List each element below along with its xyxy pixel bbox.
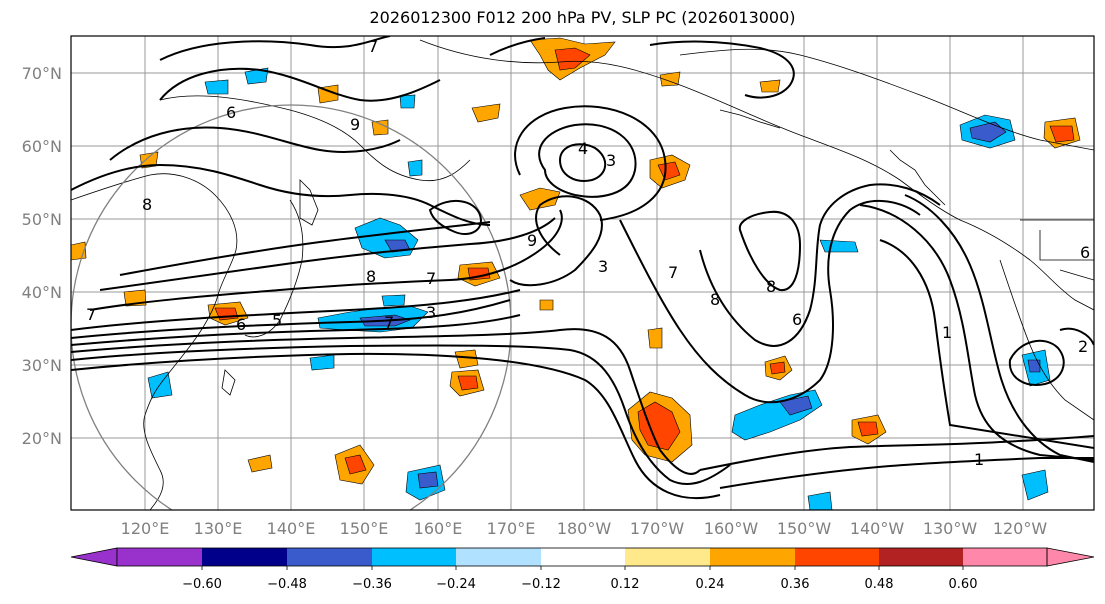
lon-label: 120°W <box>993 519 1048 538</box>
colorbar-segment <box>117 548 202 566</box>
lon-label: 130°E <box>194 519 243 538</box>
colorbar-segment <box>879 548 963 566</box>
lat-label: 50°N <box>22 210 62 229</box>
lon-label: 150°E <box>340 519 389 538</box>
colorbar-tick-label: −0.12 <box>521 577 561 592</box>
colorbar-segment <box>541 548 625 566</box>
graticule <box>71 36 1094 510</box>
lon-label: 130°W <box>923 519 978 538</box>
contour-label: 6 <box>226 103 236 122</box>
colorbar-segment <box>202 548 287 566</box>
colorbar-segment <box>372 548 456 566</box>
colorbar-tick-label: 0.24 <box>696 577 725 592</box>
lon-label: 140°W <box>850 519 905 538</box>
lat-label: 40°N <box>22 283 62 302</box>
lat-label: 30°N <box>22 356 62 375</box>
lat-label: 60°N <box>22 137 62 156</box>
lat-label: 70°N <box>22 64 62 83</box>
contour-label: 8 <box>142 195 152 214</box>
longitude-labels: 120°E 130°E 140°E 150°E 160°E 170°E 180°… <box>121 519 1048 538</box>
colorbar-tick-label: −0.24 <box>436 577 476 592</box>
lon-label: 170°W <box>630 519 685 538</box>
colorbar-segment <box>795 548 879 566</box>
contour-label: 6 <box>1080 243 1090 262</box>
contour-label: 6 <box>792 310 802 329</box>
reference-circle <box>71 104 512 510</box>
contour-label: 1 <box>942 323 952 342</box>
colorbar-tick-label: 0.12 <box>611 577 640 592</box>
coastlines <box>71 39 1094 510</box>
lon-label: 150°W <box>777 519 832 538</box>
contour-label: 7 <box>426 269 436 288</box>
contour-label: 6 <box>236 315 246 334</box>
map-area <box>71 36 1094 510</box>
contour-label: 9 <box>527 231 537 250</box>
colorbar-tick-label: 0.36 <box>781 577 810 592</box>
lon-label: 160°W <box>704 519 759 538</box>
contour-label: 3 <box>606 151 616 170</box>
colorbar-segment <box>287 548 372 566</box>
contour-label: 8 <box>710 290 720 309</box>
colorbar-segment <box>710 548 795 566</box>
colorbar-left-extension <box>70 547 118 567</box>
contour-label: 3 <box>598 257 608 276</box>
colorbar-tick-label: 0.60 <box>949 577 978 592</box>
latitude-labels: 70°N 60°N 50°N 40°N 30°N 20°N <box>22 64 62 448</box>
colorbar-segment <box>456 548 541 566</box>
lon-label: 180°W <box>557 519 612 538</box>
lon-label: 160°E <box>414 519 463 538</box>
contour-label: 7 <box>384 313 394 332</box>
contour-label: 7 <box>368 37 378 56</box>
colorbar: −0.60 −0.48 −0.36 −0.24 −0.12 0.12 0.24 … <box>70 547 1095 592</box>
contour-label: 7 <box>668 263 678 282</box>
colorbar-tick-label: −0.48 <box>267 577 307 592</box>
contour-label: 8 <box>366 267 376 286</box>
contour-label: 7 <box>86 305 96 324</box>
lon-label: 140°E <box>267 519 316 538</box>
colorbar-tick-label: −0.36 <box>352 577 392 592</box>
lat-label: 20°N <box>22 429 62 448</box>
contour-label: 4 <box>578 139 588 158</box>
lon-label: 170°E <box>487 519 536 538</box>
colorbar-segment <box>625 548 710 566</box>
contour-label: 9 <box>350 115 360 134</box>
map-border <box>70 35 1095 511</box>
map-title: 2026012300 F012 200 hPa PV, SLP PC (2026… <box>369 8 796 27</box>
lon-label: 120°E <box>121 519 170 538</box>
contour-label: 2 <box>1078 337 1088 356</box>
contour-label: 8 <box>766 277 776 296</box>
contour-label: 5 <box>272 311 282 330</box>
slp-contours <box>71 36 1094 500</box>
colorbar-tick-label: −0.60 <box>182 577 222 592</box>
colorbar-tick-label: 0.48 <box>865 577 894 592</box>
contour-label: 1 <box>974 450 984 469</box>
contour-label: 3 <box>426 303 436 322</box>
contour-labels: 7 6 9 8 4 3 9 3 7 8 8 6 1 1 7 6 5 8 7 3 … <box>86 37 1090 469</box>
